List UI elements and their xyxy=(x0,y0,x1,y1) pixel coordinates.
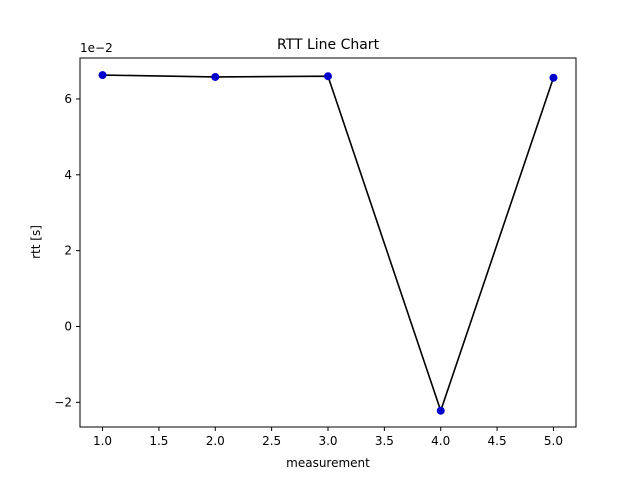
x-tick-label: 2.5 xyxy=(262,434,281,448)
y-offset-label: 1e−2 xyxy=(80,41,113,55)
plot-area: 1.0 1.5 2.0 2.5 3.0 3.5 4.0 4.5 5.0 −2 0 2 4 6 xyxy=(54,57,577,448)
y-tick-label: 2 xyxy=(64,244,72,258)
x-tick-label: 2.0 xyxy=(206,434,225,448)
x-tick-label: 1.0 xyxy=(93,434,112,448)
x-tick-label: 5.0 xyxy=(544,434,563,448)
chart-title: RTT Line Chart xyxy=(277,37,380,53)
x-axis-label: measurement xyxy=(286,456,370,470)
rtt-data-point xyxy=(549,73,558,82)
x-tick-label: 3.0 xyxy=(318,434,337,448)
y-tick-label: −2 xyxy=(54,395,72,409)
rtt-data-point xyxy=(211,72,220,81)
rtt-data-point xyxy=(436,406,445,415)
x-tick-label: 4.0 xyxy=(431,434,450,448)
y-tick-label: 6 xyxy=(64,92,72,106)
x-tick-label: 1.5 xyxy=(149,434,168,448)
y-tick-label: 0 xyxy=(64,320,72,334)
rtt-data-point xyxy=(324,72,332,81)
y-tick-label: 4 xyxy=(64,168,72,182)
rtt-data-point xyxy=(98,71,107,80)
y-axis-label: rtt [s] xyxy=(29,225,43,259)
x-tick-label: 3.5 xyxy=(375,434,394,448)
x-tick-label: 4.5 xyxy=(488,434,507,448)
